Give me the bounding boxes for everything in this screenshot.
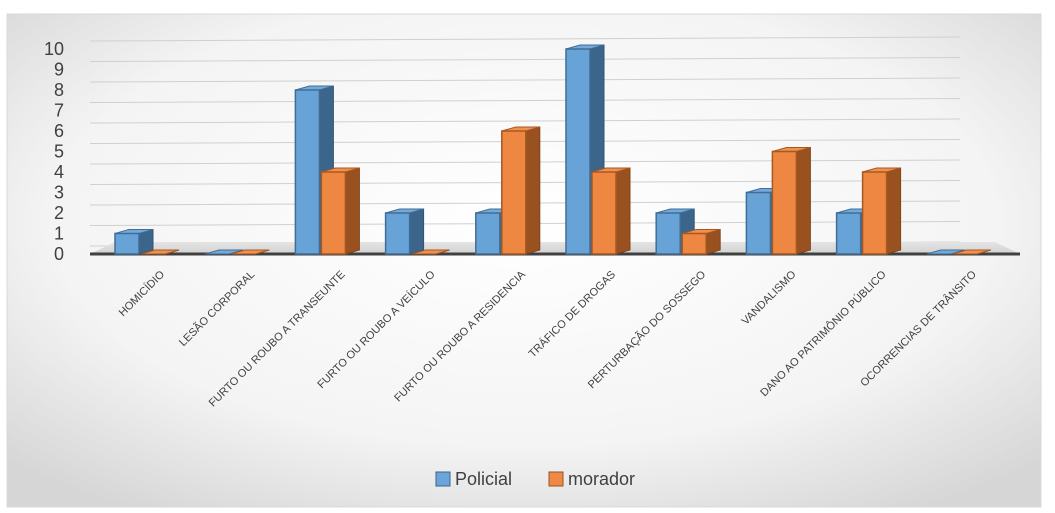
bar-side <box>795 146 811 255</box>
bar-top <box>205 249 244 255</box>
gridline <box>89 98 961 103</box>
bar-front <box>475 212 501 255</box>
legend-item: Policial <box>435 469 512 489</box>
bar-top <box>140 249 180 255</box>
y-tick-label: 3 <box>54 183 64 203</box>
chart-background <box>6 13 1042 508</box>
bar-morador <box>591 167 631 255</box>
y-tick-label: 4 <box>54 162 64 182</box>
bar-morador <box>231 249 270 255</box>
legend-swatch <box>548 471 564 487</box>
bar-morador <box>411 249 450 255</box>
y-tick-label: 0 <box>54 244 64 264</box>
legend-swatch <box>435 471 451 487</box>
bar-front <box>501 130 527 255</box>
bar-policial <box>926 249 965 255</box>
y-tick-label: 1 <box>54 224 64 244</box>
bar-top <box>231 249 270 255</box>
bar-front <box>655 212 681 255</box>
bar-front <box>114 232 140 255</box>
bar-front <box>771 150 798 255</box>
bar-morador <box>501 126 541 255</box>
legend-item: morador <box>548 469 635 489</box>
gridline <box>89 57 961 62</box>
bar-side <box>615 167 631 255</box>
bar-morador <box>320 167 360 255</box>
bar-side <box>409 208 425 255</box>
legend-label: Policial <box>455 469 512 489</box>
bar-morador <box>771 146 811 255</box>
bar-policial <box>384 208 425 255</box>
bar-front <box>745 191 772 255</box>
bar-front <box>681 232 707 255</box>
bar-top <box>411 249 450 255</box>
y-tick-label: 2 <box>54 203 64 223</box>
bar-top <box>952 249 991 255</box>
bar-front <box>320 171 347 255</box>
bar-front <box>861 171 888 255</box>
bar-policial <box>205 249 244 255</box>
bar-side <box>886 167 902 255</box>
legend-label: morador <box>568 469 635 489</box>
gridline <box>89 118 961 124</box>
bar-morador <box>681 228 721 255</box>
bar-morador <box>952 249 991 255</box>
bar-front <box>384 212 411 255</box>
bar-side <box>525 126 541 255</box>
bar-front <box>294 89 321 255</box>
bar-morador <box>140 249 180 255</box>
y-tick-label: 5 <box>54 142 64 162</box>
bar-morador <box>861 167 902 255</box>
bar-side <box>344 167 360 255</box>
bar-policial <box>114 228 154 255</box>
bar-front <box>591 171 617 255</box>
y-tick-label: 9 <box>54 60 64 80</box>
y-tick-label: 10 <box>44 39 64 59</box>
y-tick-label: 7 <box>54 101 64 121</box>
y-tick-label: 6 <box>54 121 64 141</box>
bar-top <box>926 249 965 255</box>
gridline <box>89 36 961 42</box>
bar-front <box>565 48 591 255</box>
gridline <box>89 77 961 83</box>
bar-front <box>835 212 862 255</box>
y-tick-label: 8 <box>54 80 64 100</box>
